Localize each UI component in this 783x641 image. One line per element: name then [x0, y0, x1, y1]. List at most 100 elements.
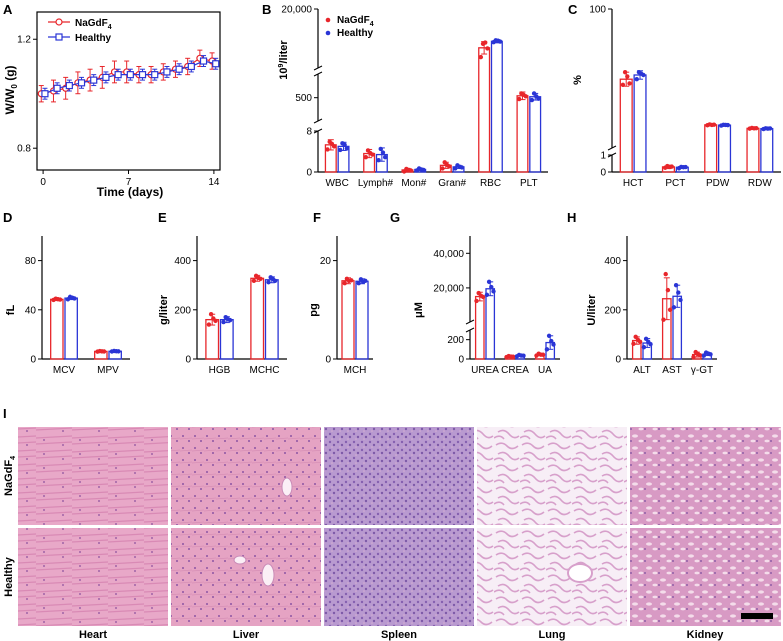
- data-point-nagdf: [363, 154, 369, 160]
- legend-marker-nagdf: [55, 18, 63, 26]
- legend-marker-healthy: [55, 33, 63, 41]
- lung-airway: [567, 563, 593, 583]
- liver-vessel: [281, 477, 293, 497]
- panel-a-point-healthy: [151, 71, 159, 79]
- y-axis-label-main: μM: [413, 302, 425, 318]
- axis-break-mark: [313, 71, 323, 77]
- panel-e-bar-chart: 0 200 400 g/liter HGB MCHC: [158, 236, 287, 376]
- row-label-nagdf-sub: 4: [10, 456, 17, 460]
- y-axis-label-sup: 9: [278, 63, 285, 67]
- bar-healthy: [355, 280, 369, 360]
- data-point-healthy: [338, 147, 343, 153]
- legend-label-text: Healthy: [337, 28, 374, 39]
- x-category-label: PDW: [706, 178, 730, 189]
- data-point-healthy: [363, 278, 368, 283]
- y-tick-label: 200: [447, 335, 464, 346]
- data-point-nagdf: [101, 349, 107, 354]
- legend-label-nagdf: NaGdF4: [75, 18, 112, 31]
- panel-letter: A: [3, 2, 13, 17]
- x-category-label: Lymph#: [358, 178, 394, 189]
- data-point-healthy: [546, 333, 552, 338]
- bar-healthy: [64, 297, 78, 360]
- data-point-healthy: [551, 342, 556, 347]
- data-point-healthy: [634, 77, 639, 82]
- data-point-nagdf: [325, 147, 330, 152]
- x-category-label: WBC: [325, 178, 348, 189]
- histology-nagdf-heart: [18, 427, 168, 525]
- panel-a-point-healthy: [138, 71, 147, 79]
- y-tick-label: 0: [185, 355, 191, 366]
- bar-nagdf: [474, 295, 485, 360]
- data-point-healthy: [459, 165, 465, 170]
- x-category-label: RDW: [748, 178, 772, 189]
- data-point-nagdf: [208, 312, 214, 317]
- panel-letter: E: [158, 210, 167, 225]
- panel-b-bar-chart: 0 8 500 20,000 109/liter WBC Lymph# Mon# Gran# RB…: [278, 5, 548, 189]
- data-point-nagdf: [478, 54, 484, 60]
- panel-letter: I: [3, 406, 7, 421]
- data-point-nagdf: [474, 298, 479, 304]
- x-category-label: MCH: [344, 365, 367, 376]
- legend-label-healthy: Healthy: [75, 33, 112, 44]
- x-category-label: PCT: [665, 178, 685, 189]
- panel-a-ylabel: W/W0 (g): [3, 65, 19, 114]
- bar-nagdf: [619, 78, 633, 173]
- panel-letter: D: [3, 210, 12, 225]
- bar-healthy: [717, 124, 732, 173]
- data-point-nagdf: [440, 166, 445, 171]
- axis-break-mark: [465, 327, 475, 333]
- legend-label-sub: 4: [370, 21, 374, 28]
- panel-a-y-tick-label: 1.2: [17, 35, 31, 46]
- panel-letter: G: [390, 210, 400, 225]
- panel-a-point-healthy: [114, 71, 122, 79]
- y-tick-label: 200: [174, 305, 191, 316]
- panel-a-x-tick-label: 0: [40, 177, 46, 188]
- x-category-label: MCHC: [250, 365, 280, 376]
- data-point-healthy: [453, 166, 458, 171]
- data-point-nagdf: [251, 278, 257, 283]
- y-tick-label: 80: [25, 256, 37, 267]
- data-point-healthy: [648, 342, 653, 347]
- data-point-nagdf: [663, 271, 668, 277]
- data-point-healthy: [708, 352, 713, 357]
- bar-healthy: [490, 40, 503, 173]
- panel-f-bar-chart: 0 20 pg MCH: [308, 236, 373, 376]
- data-point-nagdf: [631, 341, 636, 346]
- data-point-healthy: [227, 317, 233, 323]
- y-tick-label: 100: [589, 5, 606, 16]
- y-tick-label: 400: [174, 256, 191, 267]
- data-point-nagdf: [349, 278, 354, 283]
- legend-label-text: NaGdF: [75, 18, 108, 29]
- histology-nagdf-lung: [477, 427, 627, 525]
- data-point-nagdf: [622, 69, 628, 75]
- panel-a-point-healthy: [212, 60, 220, 68]
- y-tick-label: 0: [325, 355, 331, 366]
- panel-a-point-healthy: [175, 65, 183, 73]
- data-point-nagdf: [667, 307, 673, 312]
- data-point-nagdf: [754, 126, 759, 131]
- legend-dot-nagdf: [325, 17, 331, 23]
- y-axis-label: %: [572, 75, 584, 85]
- legend-label-text: Healthy: [75, 33, 112, 44]
- data-point-nagdf: [523, 94, 528, 99]
- panel-a-ylabel-sub: 0: [10, 84, 19, 89]
- data-point-healthy: [641, 72, 646, 78]
- data-point-nagdf: [637, 339, 643, 344]
- y-tick-label: 8: [306, 127, 312, 138]
- bar-healthy: [633, 74, 647, 173]
- data-point-nagdf: [342, 281, 347, 286]
- data-point-nagdf: [480, 294, 486, 300]
- histology-healthy-heart: [18, 528, 168, 626]
- panel-a-point-healthy: [90, 76, 98, 84]
- panel-a-x-tick-label: 14: [208, 177, 220, 188]
- y-axis-label: 109/liter: [278, 40, 290, 80]
- histology-row-label-nagdf: NaGdF4: [3, 456, 17, 496]
- panel-a-point-healthy: [163, 68, 171, 76]
- x-category-label: UA: [538, 365, 552, 376]
- data-point-healthy: [266, 280, 271, 285]
- y-tick-label: 0: [306, 168, 312, 179]
- y-axis-label: pg: [308, 303, 320, 316]
- panel-letter: H: [567, 210, 576, 225]
